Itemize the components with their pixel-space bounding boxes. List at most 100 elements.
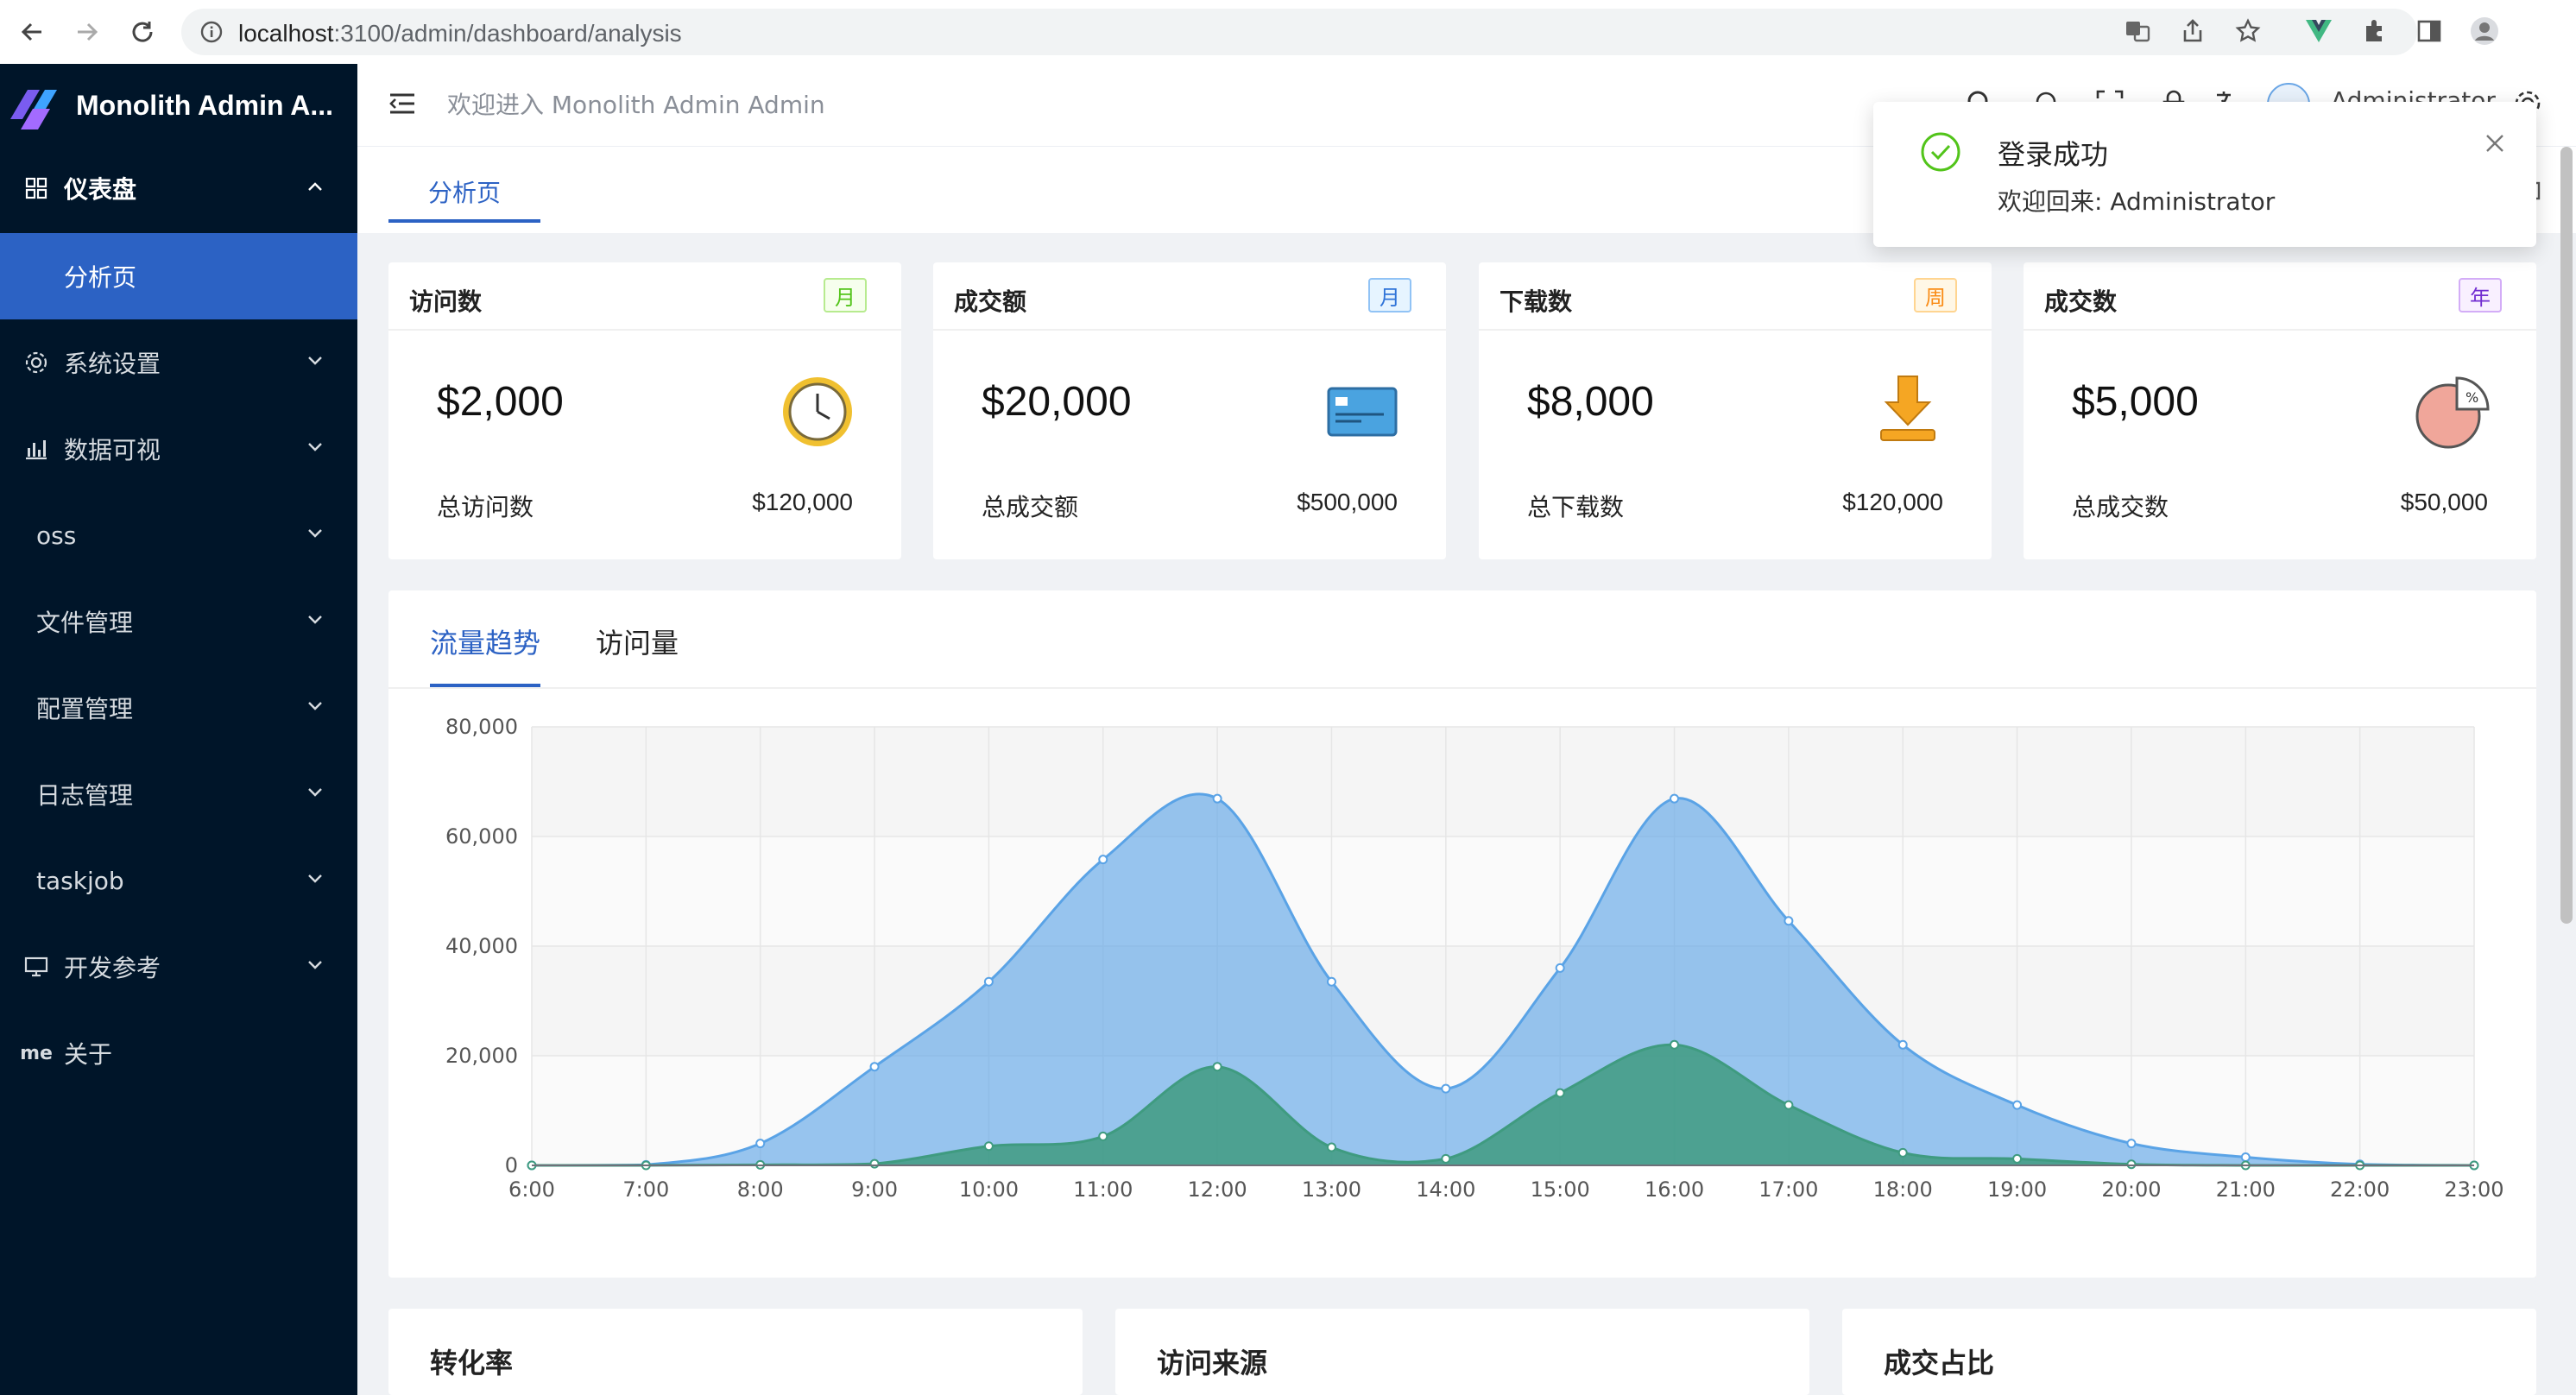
side-panel-icon[interactable] [2412, 14, 2447, 48]
sidebar-item-analysis[interactable]: 分析页 [0, 233, 357, 319]
card-footer-label: 总成交额 [982, 493, 1079, 521]
tab-visits[interactable]: 访问量 [596, 627, 679, 660]
close-icon[interactable] [2484, 133, 2505, 154]
period-badge: 月 [1368, 278, 1411, 312]
data-point [1784, 916, 1794, 926]
sidebar-item-data-visual[interactable]: 数据可视 [0, 406, 357, 492]
divider [1479, 329, 1992, 331]
x-tick-label: 22:00 [2330, 1177, 2390, 1202]
grid-band [532, 727, 2474, 836]
data-point [869, 1062, 880, 1072]
dashboard-icon [22, 174, 50, 202]
divider [388, 329, 901, 331]
x-tick-label: 6:00 [508, 1177, 555, 1202]
bookmark-star-icon[interactable] [2231, 14, 2265, 48]
sidebar-item-log-management[interactable]: 日志管理 [0, 751, 357, 837]
stat-card-turnover: 成交额 月 $20,000 总成交额 $500,000 [933, 262, 1446, 559]
card-footer-value: $120,000 [752, 489, 853, 515]
divider [2024, 329, 2536, 331]
sidebar-item-system-settings[interactable]: 系统设置 [0, 319, 357, 406]
svg-text:%: % [2466, 389, 2478, 406]
card-value: $5,000 [2072, 379, 2199, 425]
sidebar-item-about[interactable]: me 关于 [0, 1010, 357, 1096]
card-title: 下载数 [1500, 287, 1573, 316]
card-value: $8,000 [1527, 379, 1654, 425]
translate-icon[interactable] [2120, 14, 2155, 48]
fullscreen-icon[interactable] [2094, 88, 2125, 119]
card-value: $20,000 [982, 379, 1132, 425]
data-point [755, 1139, 766, 1149]
data-point [1897, 1147, 1908, 1158]
card-title: 成交占比 [1884, 1347, 1995, 1379]
x-tick-label: 20:00 [2101, 1177, 2161, 1202]
card-title: 成交额 [954, 287, 1027, 316]
data-point [983, 976, 994, 987]
sidebar-item-dev-reference[interactable]: 开发参考 [0, 924, 357, 1010]
pie-chart-icon: % [2415, 376, 2490, 449]
sidebar: Monolith Admin A... 仪表盘 分析页 系统设置 数据可视 os… [0, 64, 357, 1395]
logo-icon [10, 90, 57, 129]
tab-traffic-trend[interactable]: 流量趋势 [430, 627, 541, 660]
notification-title: 登录成功 [1998, 138, 2109, 171]
sidebar-item-config-management[interactable]: 配置管理 [0, 665, 357, 751]
card-title: 成交数 [2044, 287, 2118, 316]
x-tick-label: 17:00 [1758, 1177, 1818, 1202]
sidebar-item-label: 文件管理 [36, 609, 134, 637]
info-icon[interactable] [200, 21, 223, 43]
sidebar-item-label: oss [36, 521, 77, 550]
period-badge: 年 [2459, 278, 2502, 312]
clock-icon [783, 377, 852, 446]
app-logo[interactable] [9, 81, 66, 133]
chevron-down-icon [308, 443, 322, 451]
profile-icon[interactable] [2467, 14, 2502, 48]
tab-analysis[interactable]: 分析页 [427, 179, 501, 207]
sidebar-item-file-management[interactable]: 文件管理 [0, 578, 357, 665]
data-point [1555, 963, 1565, 973]
y-tick-label: 20,000 [445, 1044, 518, 1068]
x-tick-label: 19:00 [1987, 1177, 2047, 1202]
scrollbar[interactable] [2560, 147, 2573, 924]
y-tick-label: 80,000 [445, 715, 518, 739]
sidebar-item-taskjob[interactable]: taskjob [0, 837, 357, 924]
back-icon[interactable] [10, 10, 54, 54]
deal-share-card: 成交占比 [1842, 1309, 2536, 1395]
extensions-icon[interactable] [2357, 14, 2391, 48]
card-footer-label: 总下载数 [1527, 493, 1625, 521]
period-badge: 月 [824, 278, 867, 312]
gear-icon [22, 349, 50, 376]
data-point [2012, 1153, 2023, 1164]
grid-band [532, 946, 2474, 1056]
sidebar-item-dashboard[interactable]: 仪表盘 [0, 145, 357, 231]
sidebar-item-label: 开发参考 [64, 954, 161, 982]
forward-icon[interactable] [66, 10, 109, 54]
tab-active-indicator [388, 219, 540, 223]
reload-icon[interactable] [121, 10, 164, 54]
app-title[interactable]: Monolith Admin A... [76, 90, 334, 121]
conversion-rate-card: 转化率 [388, 1309, 1083, 1395]
x-tick-label: 15:00 [1531, 1177, 1590, 1202]
card-value: $2,000 [437, 379, 564, 425]
data-point [1326, 1142, 1336, 1152]
chevron-down-icon [308, 357, 322, 365]
menu-fold-icon[interactable] [388, 92, 416, 116]
address-bar[interactable]: localhost:3100/admin/dashboard/analysis [181, 9, 2417, 55]
card-footer-value: $120,000 [1842, 489, 1943, 515]
data-point [1098, 855, 1108, 865]
divider [388, 687, 2536, 689]
data-point [2012, 1100, 2023, 1110]
y-tick-label: 60,000 [445, 824, 518, 849]
chevron-up-icon [308, 182, 322, 191]
card-footer-value: $50,000 [2400, 489, 2488, 515]
notification-message: 欢迎回来: Administrator [1998, 187, 2276, 216]
sidebar-item-oss[interactable]: oss [0, 492, 357, 578]
share-icon[interactable] [2175, 14, 2210, 48]
chevron-down-icon [308, 788, 322, 797]
language-icon[interactable] [2213, 88, 2245, 119]
vue-devtools-icon[interactable] [2301, 14, 2336, 48]
x-tick-label: 11:00 [1073, 1177, 1133, 1202]
stat-card-downloads: 下载数 周 $8,000 总下载数 $120,000 [1479, 262, 1992, 559]
data-point [1784, 1100, 1794, 1110]
series-area [532, 1045, 2474, 1165]
browser-toolbar: localhost:3100/admin/dashboard/analysis [0, 0, 2576, 65]
card-title: 转化率 [430, 1347, 514, 1379]
